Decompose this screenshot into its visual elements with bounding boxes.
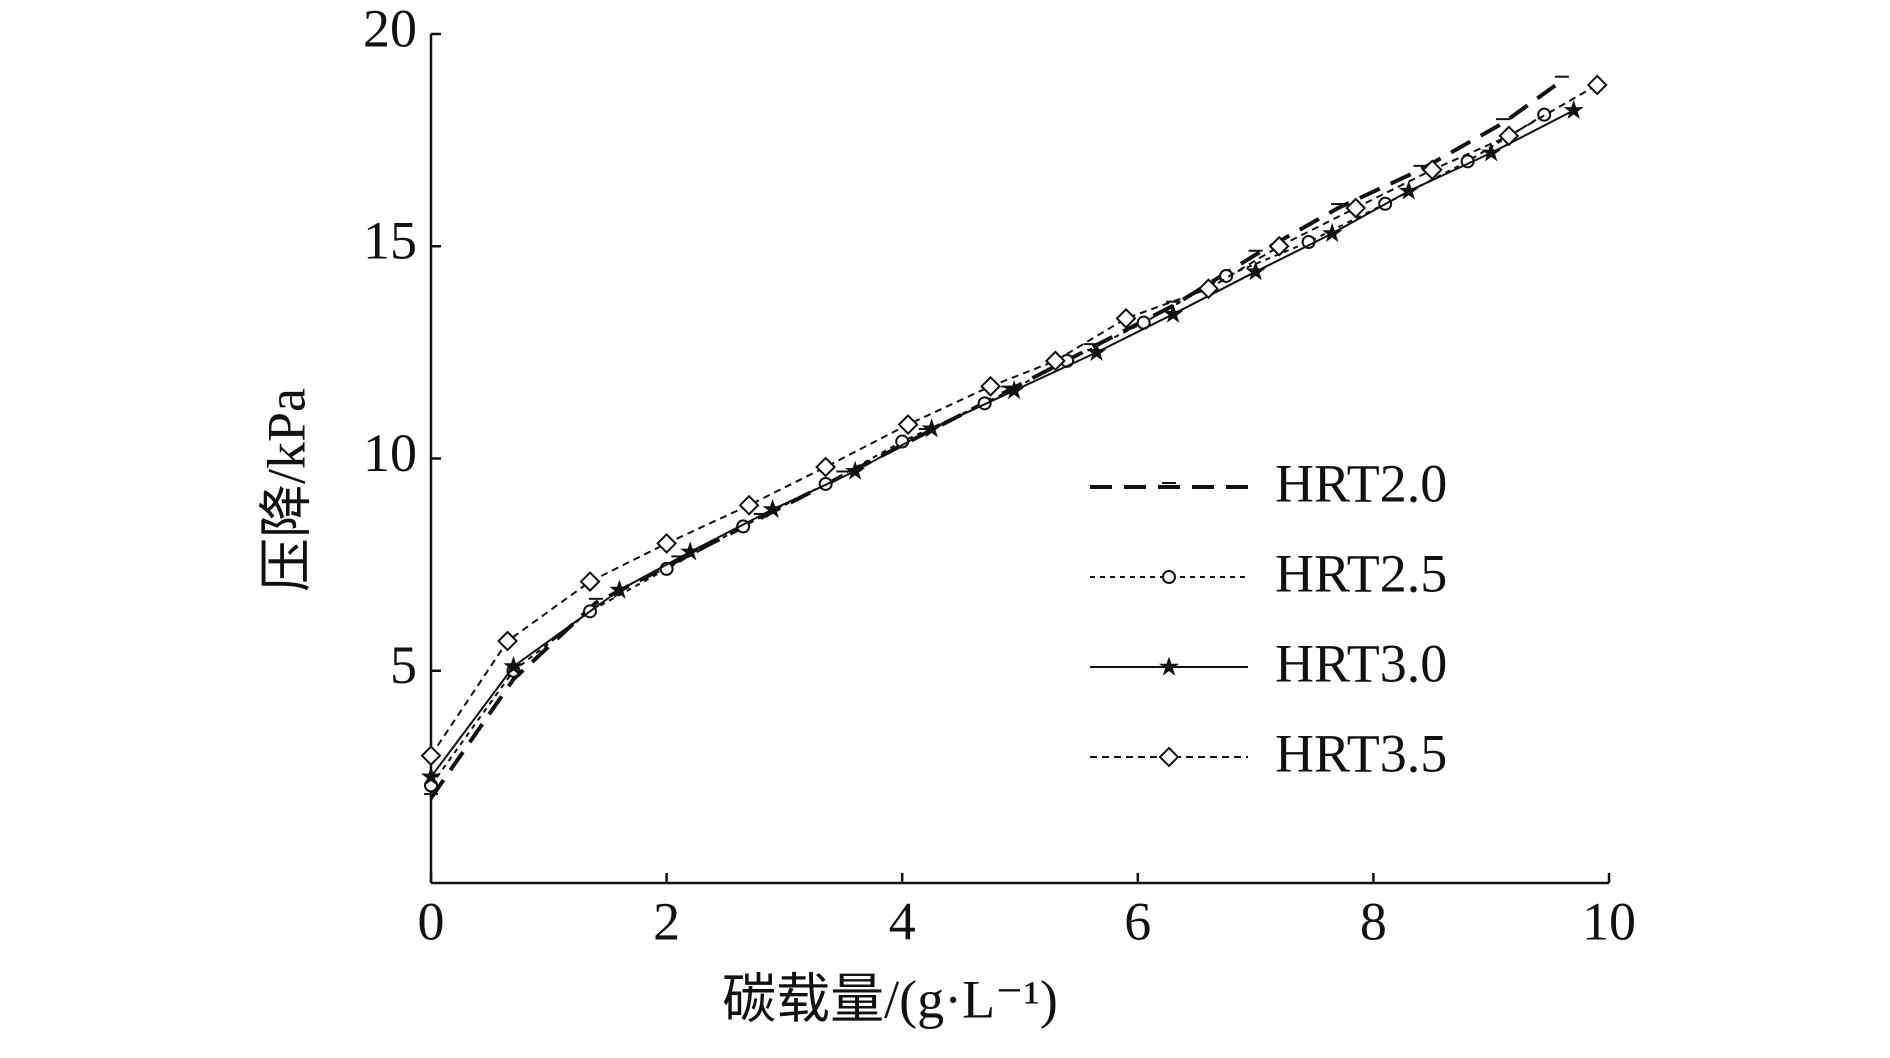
point (420, 766, 442, 786)
legend-marker (1158, 656, 1180, 676)
legend-label: HRT2.0 (1275, 453, 1447, 513)
point (656, 532, 678, 554)
point (815, 456, 837, 478)
y-tick-label: 20 (363, 0, 417, 58)
point (1198, 278, 1219, 300)
x-tick-label: 0 (418, 891, 445, 951)
x-tick-label: 4 (889, 891, 916, 951)
x-axis-label: 碳载量/(g·L⁻¹) (722, 969, 1058, 1029)
point (1044, 350, 1066, 372)
x-tick-label: 2 (653, 891, 680, 951)
y-tick-label: 5 (390, 635, 417, 695)
legend-marker (1162, 570, 1176, 584)
y-tick-label: 10 (363, 423, 417, 483)
point (1245, 261, 1266, 281)
x-tick-label: 8 (1360, 891, 1387, 951)
point (1586, 74, 1608, 96)
point (609, 579, 630, 599)
point (1086, 341, 1107, 361)
point (1498, 125, 1520, 147)
point (1421, 159, 1443, 181)
point (503, 655, 524, 676)
x-tick-label: 10 (1582, 891, 1636, 951)
point (1481, 142, 1502, 162)
point (1345, 197, 1367, 219)
point (497, 630, 518, 652)
series-line (430, 84, 1598, 757)
point (844, 460, 866, 480)
point (1563, 99, 1584, 119)
point (1268, 235, 1290, 257)
point (921, 418, 942, 438)
point (579, 571, 601, 593)
point (897, 414, 919, 435)
point (420, 745, 442, 767)
point (680, 541, 701, 561)
point (1322, 222, 1343, 243)
x-tick-label: 6 (1124, 891, 1151, 951)
legend-marker (1158, 746, 1180, 768)
legend-label: HRT3.0 (1275, 633, 1447, 693)
legend-label: HRT3.5 (1275, 723, 1447, 783)
point (1163, 303, 1184, 323)
y-axis-label: 压降/kPa (256, 388, 316, 592)
y-tick-label: 15 (363, 211, 417, 271)
point (1398, 180, 1419, 200)
point (762, 498, 783, 518)
point (980, 375, 1001, 397)
legend-label: HRT2.5 (1275, 543, 1447, 603)
point (738, 494, 760, 516)
point (1004, 380, 1025, 400)
point (1115, 308, 1137, 329)
